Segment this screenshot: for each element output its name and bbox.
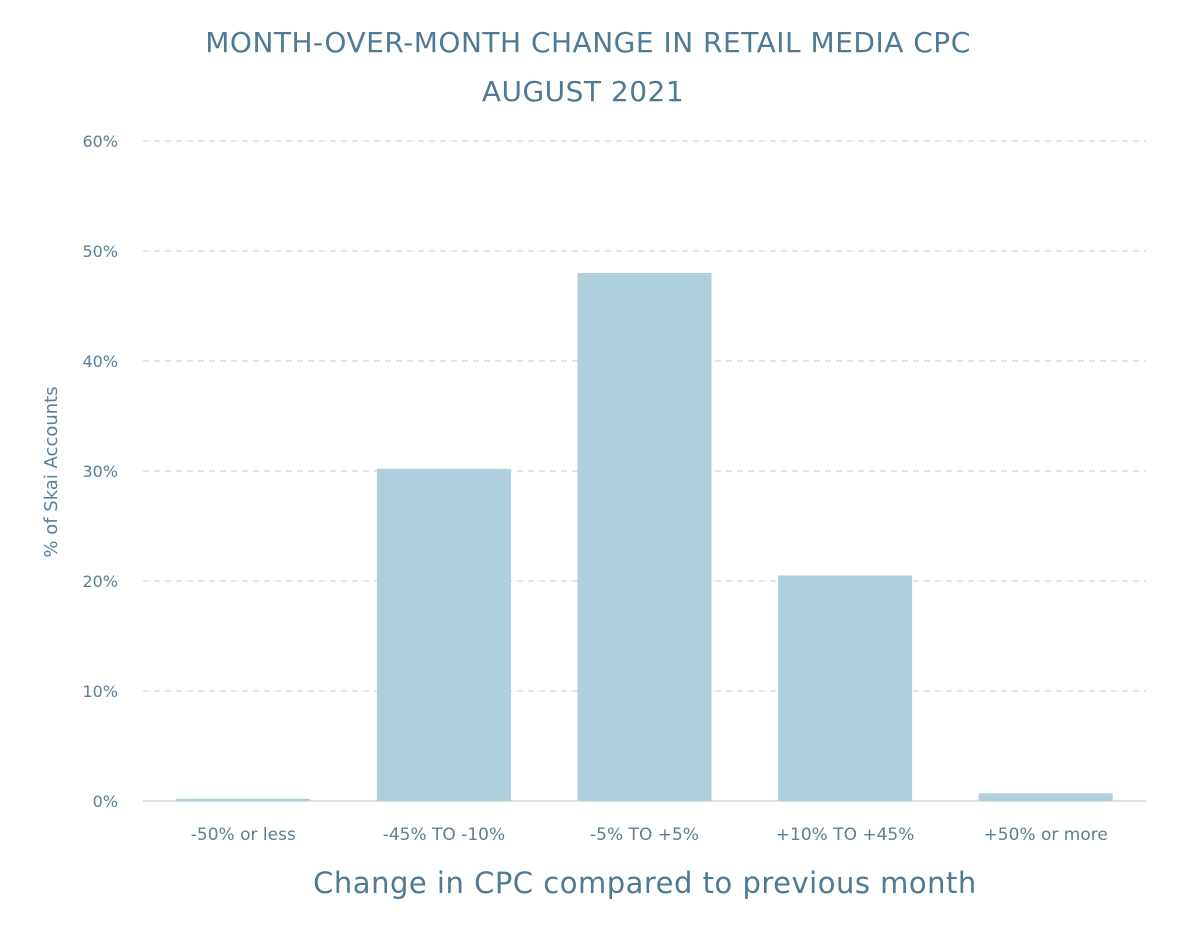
y-tick-label: 10% [82,682,118,701]
x-tick-label: +10% TO +45% [776,825,915,845]
x-tick-label: +50% or more [984,825,1108,845]
bar [978,793,1113,801]
bar [376,468,511,801]
bar [778,575,913,801]
y-tick-label: 40% [82,352,118,371]
bars [176,273,1113,801]
chart-title: MONTH-OVER-MONTH CHANGE IN RETAIL MEDIA … [205,26,971,59]
y-tick-label: 60% [82,132,118,151]
y-tick-labels: 0% 10% 20% 30% 40% 50% 60% [82,132,118,811]
y-axis-label: % of Skai Accounts [41,386,62,557]
x-tick-label: -45% TO -10% [383,825,505,845]
y-tick-label: 50% [82,242,118,261]
x-tick-labels: -50% or less -45% TO -10% -5% TO +5% +10% T… [191,825,1108,845]
y-tick-label: 20% [82,572,118,591]
y-tick-label: 0% [93,792,118,811]
bar [577,273,712,801]
bar [176,798,311,801]
x-axis-label: Change in CPC compared to previous month [313,866,977,900]
x-tick-label: -5% TO +5% [590,825,699,845]
chart-subtitle: AUGUST 2021 [482,75,684,108]
y-tick-label: 30% [82,462,118,481]
x-tick-label: -50% or less [191,825,296,845]
